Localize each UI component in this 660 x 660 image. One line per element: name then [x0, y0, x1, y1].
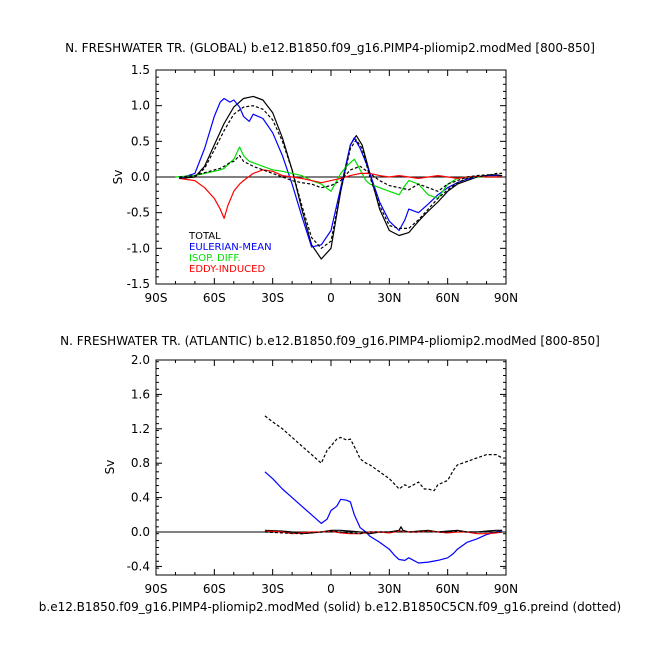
global-y-axis-label: Sv — [111, 170, 125, 185]
x-tick-label: 90S — [145, 291, 168, 305]
series-line-2 — [175, 146, 503, 199]
x-tick-label: 60N — [436, 291, 460, 305]
atlantic-y-axis-label: Sv — [103, 460, 117, 475]
x-tick-label: 0 — [327, 291, 335, 305]
x-tick-label: 60N — [436, 582, 460, 596]
y-tick-label: -0.4 — [127, 559, 150, 573]
x-tick-label: 30S — [261, 291, 284, 305]
global-series — [175, 95, 503, 260]
series-line-4 — [179, 105, 503, 249]
series-line-1 — [179, 97, 503, 248]
y-tick-label: 0.0 — [131, 170, 150, 184]
y-tick-label: 1.0 — [131, 99, 150, 113]
atlantic-series — [264, 415, 503, 564]
legend-eulerian-mean: EULERIAN-MEAN — [189, 242, 272, 253]
atlantic-plot-frame — [155, 359, 507, 576]
x-tick-label: 90N — [494, 291, 518, 305]
series-line-0 — [264, 471, 503, 564]
series-line-3 — [264, 415, 503, 492]
series-line-4 — [264, 530, 503, 535]
y-tick-label: 0.4 — [131, 491, 150, 505]
atlantic-chart-title: N. FRESHWATER TR. (ATLANTIC) b.e12.B1850… — [60, 334, 600, 348]
y-tick-label: -1.0 — [127, 241, 150, 255]
atlantic-axes: 90S 60S 30S 0 30N 60N 90N -0.4 0.0 0.4 0.8 1.2 1.6 2.… — [127, 353, 519, 596]
series-line-3 — [179, 169, 503, 219]
atlantic-chart: N. FRESHWATER TR. (ATLANTIC) b.e12.B1850… — [60, 334, 600, 596]
y-tick-label: -0.5 — [127, 206, 150, 220]
x-tick-label: 60S — [203, 291, 226, 305]
x-tick-label: 30S — [261, 582, 284, 596]
x-tick-label: 90S — [145, 582, 168, 596]
y-tick-label: -1.5 — [127, 277, 150, 291]
y-tick-label: 1.6 — [131, 387, 150, 401]
y-tick-label: 0.8 — [131, 456, 150, 470]
y-tick-label: 2.0 — [131, 353, 150, 367]
x-tick-label: 0 — [327, 582, 335, 596]
y-tick-label: 0.0 — [131, 525, 150, 539]
legend-total: TOTAL — [188, 231, 221, 242]
y-tick-label: 1.5 — [131, 63, 150, 77]
legend-isop-diff: ISOP. DIFF. — [189, 253, 241, 264]
x-tick-label: 60S — [203, 582, 226, 596]
global-chart: N. FRESHWATER TR. (GLOBAL) b.e12.B1850.f… — [65, 41, 595, 305]
x-tick-label: 90N — [494, 582, 518, 596]
x-tick-label: 30N — [377, 582, 401, 596]
x-tick-label: 30N — [377, 291, 401, 305]
figure-footer: b.e12.B1850.f09_g16.PIMP4-pliomip2.modMe… — [39, 600, 621, 614]
global-legend: TOTAL EULERIAN-MEAN ISOP. DIFF. EDDY-IND… — [188, 231, 272, 275]
y-tick-label: 0.5 — [131, 134, 150, 148]
global-chart-title: N. FRESHWATER TR. (GLOBAL) b.e12.B1850.f… — [65, 41, 595, 55]
y-tick-label: 1.2 — [131, 422, 150, 436]
legend-eddy-induced: EDDY-INDUCED — [189, 264, 265, 275]
